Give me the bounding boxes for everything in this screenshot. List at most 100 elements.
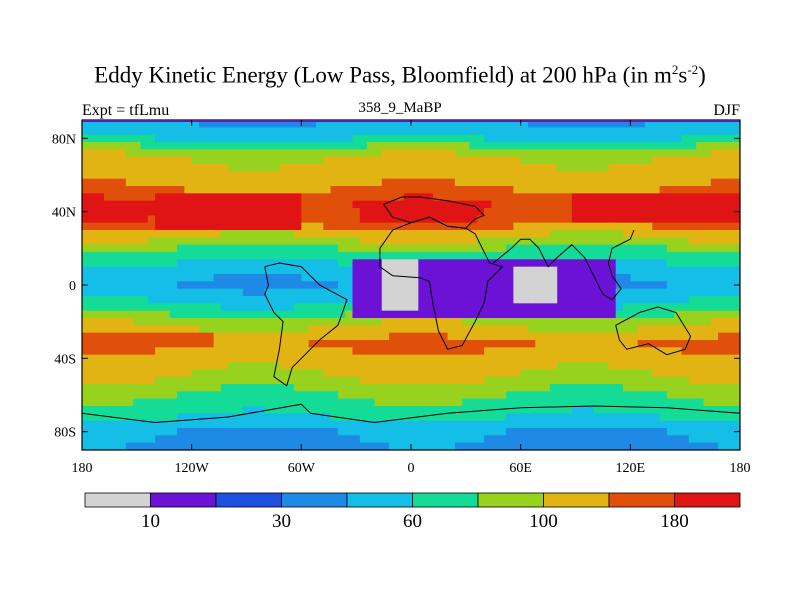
eke-cell bbox=[513, 391, 522, 400]
eke-cell bbox=[184, 164, 193, 172]
eke-cell bbox=[725, 296, 734, 304]
eke-cell bbox=[623, 149, 631, 158]
eke-cell bbox=[432, 354, 441, 363]
eke-cell bbox=[169, 340, 178, 348]
eke-cell bbox=[696, 354, 704, 363]
eke-cell bbox=[696, 142, 704, 150]
eke-cell bbox=[257, 288, 266, 297]
eke-cell bbox=[411, 420, 419, 429]
eke-cell bbox=[228, 347, 236, 356]
eke-cell bbox=[681, 310, 690, 319]
eke-cell bbox=[301, 428, 310, 436]
eke-cell bbox=[432, 134, 441, 143]
eke-cell bbox=[147, 171, 156, 180]
y-tick-label: 80N bbox=[52, 132, 76, 147]
eke-cell bbox=[103, 259, 112, 268]
eke-cell bbox=[250, 156, 258, 165]
eke-cell bbox=[476, 266, 485, 275]
eke-cell bbox=[593, 362, 602, 370]
eke-cell bbox=[396, 127, 405, 136]
eke-cell bbox=[257, 428, 266, 436]
eke-cell bbox=[440, 222, 448, 231]
eke-cell bbox=[133, 406, 141, 414]
eke-cell bbox=[184, 362, 193, 370]
eke-cell bbox=[425, 384, 434, 392]
eke-cell bbox=[579, 384, 587, 392]
eke-cell bbox=[147, 164, 156, 172]
eke-cell bbox=[564, 200, 573, 209]
eke-cell bbox=[506, 354, 514, 363]
eke-cell bbox=[177, 428, 185, 436]
eke-cell bbox=[257, 149, 266, 158]
eke-cell bbox=[644, 171, 653, 180]
eke-cell bbox=[359, 435, 368, 444]
eke-cell bbox=[476, 362, 485, 370]
eke-cell bbox=[696, 149, 704, 158]
eke-cell bbox=[301, 164, 310, 172]
eke-cell bbox=[725, 310, 734, 319]
eke-cell bbox=[542, 186, 551, 194]
eke-cell bbox=[315, 259, 324, 268]
eke-cell bbox=[337, 376, 346, 385]
eke-cell bbox=[637, 222, 646, 231]
eke-cell bbox=[608, 281, 617, 290]
eke-cell bbox=[337, 435, 346, 444]
eke-cell bbox=[220, 193, 229, 202]
eke-cell bbox=[103, 237, 112, 246]
eke-cell bbox=[659, 142, 668, 150]
eke-cell bbox=[389, 193, 397, 202]
eke-cell bbox=[623, 413, 631, 422]
eke-cell bbox=[425, 142, 434, 150]
eke-cell bbox=[315, 127, 324, 136]
eke-cell bbox=[703, 252, 712, 260]
eke-cell bbox=[89, 442, 98, 451]
eke-cell bbox=[235, 435, 244, 444]
eke-cell bbox=[125, 288, 134, 297]
eke-cell bbox=[345, 310, 353, 319]
eke-cell bbox=[374, 406, 383, 414]
eke-cell bbox=[206, 406, 214, 414]
eke-cell bbox=[213, 384, 222, 392]
eke-cell bbox=[213, 442, 222, 451]
eke-cell bbox=[140, 332, 149, 341]
eke-cell bbox=[557, 428, 565, 436]
eke-cell bbox=[703, 369, 712, 378]
eke-cell bbox=[549, 413, 558, 422]
eke-cell bbox=[294, 164, 302, 172]
eke-cell bbox=[425, 266, 434, 275]
eke-cell bbox=[162, 347, 171, 356]
eke-cell bbox=[140, 340, 149, 348]
eke-cell bbox=[147, 318, 156, 326]
eke-cell bbox=[374, 435, 383, 444]
eke-cell bbox=[454, 318, 463, 326]
eke-cell bbox=[272, 142, 280, 150]
eke-cell bbox=[147, 376, 156, 385]
eke-cell bbox=[367, 420, 375, 429]
eke-cell bbox=[301, 406, 310, 414]
eke-cell bbox=[506, 303, 514, 312]
eke-cell bbox=[440, 266, 448, 275]
eke-cell bbox=[206, 296, 214, 304]
eke-cell bbox=[323, 362, 331, 370]
eke-cell bbox=[294, 186, 302, 194]
eke-cell bbox=[133, 120, 141, 128]
eke-cell bbox=[630, 376, 639, 385]
eke-cell bbox=[279, 376, 288, 385]
eke-cell bbox=[184, 222, 193, 231]
eke-cell bbox=[586, 369, 595, 378]
eke-cell bbox=[330, 347, 339, 356]
eke-cell bbox=[220, 420, 229, 429]
eke-cell bbox=[206, 156, 214, 165]
eke-cell bbox=[257, 442, 266, 451]
eke-cell bbox=[367, 142, 375, 150]
eke-cell bbox=[235, 354, 244, 363]
eke-cell bbox=[652, 362, 660, 370]
eke-cell bbox=[440, 354, 448, 363]
eke-cell bbox=[96, 347, 105, 356]
eke-cell bbox=[184, 413, 193, 422]
eke-cell bbox=[125, 354, 134, 363]
eke-cell bbox=[732, 149, 741, 158]
eke-cell bbox=[381, 442, 390, 451]
eke-cell bbox=[484, 178, 492, 187]
eke-cell bbox=[564, 398, 573, 407]
